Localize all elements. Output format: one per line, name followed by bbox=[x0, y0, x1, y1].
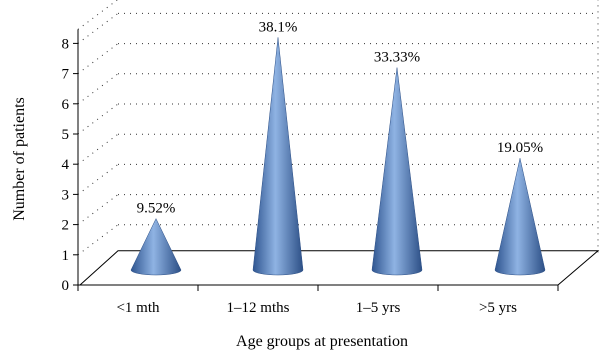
x-tick-label: >5 yrs bbox=[479, 300, 517, 316]
gridline-side bbox=[77, 0, 119, 30]
gridline-side bbox=[77, 163, 119, 195]
y-tick-label: 6 bbox=[62, 97, 70, 113]
cone-body bbox=[130, 218, 182, 276]
floor-plane bbox=[78, 250, 600, 286]
cones bbox=[130, 37, 546, 276]
gridline-side bbox=[77, 194, 119, 226]
y-tick-label: 0 bbox=[62, 278, 70, 294]
data-label: 38.1% bbox=[259, 19, 298, 35]
gridline-side bbox=[77, 133, 119, 165]
data-label: 9.52% bbox=[137, 201, 176, 217]
x-axis-title: Age groups at presentation bbox=[236, 333, 408, 350]
gridline-side bbox=[77, 103, 119, 135]
cone-body bbox=[252, 37, 304, 276]
data-label: 19.05% bbox=[497, 140, 543, 156]
gridline-side bbox=[77, 73, 119, 105]
gridline-side bbox=[77, 12, 119, 44]
y-tick-label: 1 bbox=[62, 248, 70, 264]
cone-bar bbox=[494, 158, 546, 276]
y-tick-label: 2 bbox=[62, 218, 70, 234]
labels: 0 1 2 3 4 5 6 7 8 <1 mth 1–12 mths 1–5 yrs >5 yrs 9.5… bbox=[62, 19, 544, 316]
cone-bar bbox=[130, 218, 182, 276]
y-tick-label: 3 bbox=[62, 187, 70, 203]
y-tick-label: 8 bbox=[62, 36, 70, 52]
y-tick-label: 4 bbox=[62, 157, 70, 173]
data-label: 33.33% bbox=[374, 50, 420, 66]
gridline-side bbox=[77, 224, 119, 256]
x-tick-label: <1 mth bbox=[116, 300, 160, 316]
x-tick-label: 1–12 mths bbox=[227, 300, 290, 316]
cone-body bbox=[494, 158, 546, 276]
y-tick-label: 7 bbox=[62, 67, 70, 83]
y-tick-label: 5 bbox=[62, 127, 70, 143]
cone-bar bbox=[371, 67, 423, 276]
y-axis-title: Number of patients bbox=[11, 97, 28, 221]
cone-body bbox=[371, 67, 423, 276]
cone-bar bbox=[252, 37, 304, 276]
x-tick-label: 1–5 yrs bbox=[356, 300, 401, 316]
chart-floor bbox=[78, 250, 600, 286]
grid-lines bbox=[77, 0, 599, 256]
gridline-side bbox=[77, 43, 119, 74]
